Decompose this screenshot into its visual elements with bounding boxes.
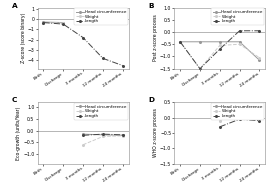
Y-axis label: Z-score (score binary): Z-score (score binary) xyxy=(21,13,25,63)
Text: D: D xyxy=(149,97,155,103)
Text: C: C xyxy=(12,97,17,103)
Legend: Head circumference, Weight, Length: Head circumference, Weight, Length xyxy=(74,103,128,120)
Legend: Head circumference, Weight, Length: Head circumference, Weight, Length xyxy=(211,8,265,25)
Legend: Head circumference, Weight, Length: Head circumference, Weight, Length xyxy=(211,103,265,120)
Y-axis label: Eco-growth (units/Year): Eco-growth (units/Year) xyxy=(16,106,21,160)
Text: A: A xyxy=(12,3,18,9)
Text: B: B xyxy=(149,3,154,9)
Y-axis label: Post z-score process: Post z-score process xyxy=(153,15,158,61)
Legend: Head circumference, Weight, Length: Head circumference, Weight, Length xyxy=(74,8,128,25)
Y-axis label: WHO z-score process: WHO z-score process xyxy=(153,108,158,157)
